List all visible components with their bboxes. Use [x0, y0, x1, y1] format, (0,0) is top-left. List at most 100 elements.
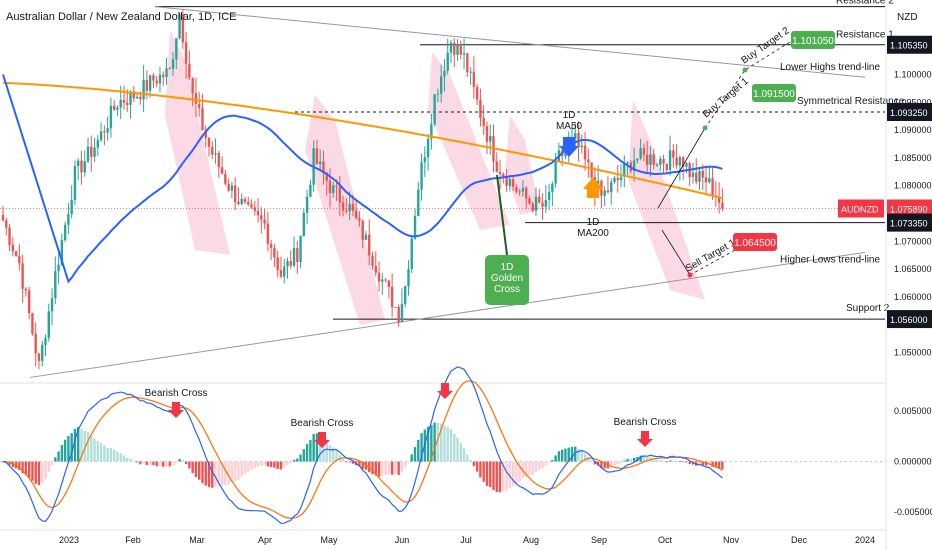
histogram-bar: [18, 461, 21, 470]
histogram-bar: [668, 460, 672, 462]
candle: [67, 202, 70, 234]
candle: [103, 125, 106, 146]
candle: [371, 251, 374, 270]
candle-body: [80, 160, 83, 173]
candle-body: [44, 337, 47, 345]
candle: [345, 198, 348, 214]
candle-body: [518, 191, 521, 193]
histogram-bar: [283, 461, 286, 468]
candle-body: [145, 80, 149, 91]
histogram-bar: [547, 461, 551, 464]
candle-body: [528, 198, 531, 204]
candle-body: [305, 196, 309, 213]
candle: [426, 134, 430, 171]
candle-body: [695, 172, 698, 182]
histogram-bar: [211, 461, 214, 488]
histogram-bar: [636, 456, 639, 462]
candle-body: [50, 298, 54, 312]
histogram-bar: [112, 449, 116, 462]
candle: [318, 149, 322, 171]
candle-body: [335, 185, 338, 187]
histogram-bar: [489, 461, 492, 488]
histogram-bar: [158, 461, 162, 467]
candle: [436, 88, 440, 103]
histogram-bar: [721, 461, 724, 470]
currency-label[interactable]: NZD: [897, 12, 918, 23]
candle-body: [348, 203, 351, 212]
histogram-bar: [233, 461, 237, 482]
histogram-bar: [711, 461, 714, 467]
histogram-bar: [96, 440, 100, 462]
candle-body: [148, 75, 152, 91]
candle-body: [698, 170, 701, 182]
histogram-bar: [116, 451, 119, 462]
candle-body: [341, 202, 345, 211]
candle-body: [505, 176, 508, 186]
candle-body: [260, 215, 263, 220]
candle: [698, 167, 701, 190]
candle: [600, 179, 603, 208]
candle: [325, 171, 328, 196]
candle-body: [626, 162, 629, 164]
histogram-bar: [698, 461, 701, 466]
candle: [335, 179, 338, 201]
price-badge-text: 1.093250: [890, 108, 928, 118]
histogram-bar: [475, 461, 479, 472]
histogram-bar: [198, 461, 201, 480]
histogram-bar: [21, 461, 24, 474]
lower-highs-trendline: [154, 6, 866, 78]
sell-projection-arrow: [661, 229, 691, 276]
candle: [632, 147, 636, 182]
time-tick-label: Aug: [523, 535, 539, 545]
histogram-bar: [126, 457, 129, 462]
candle-body: [126, 102, 129, 105]
candle: [695, 158, 698, 185]
candle-body: [426, 138, 430, 158]
histogram-bar: [358, 461, 361, 467]
higher-lows-trendline: [29, 251, 866, 378]
candle-body: [525, 187, 528, 199]
candle-body: [338, 186, 342, 203]
candle-body: [24, 288, 28, 291]
candle-body: [191, 77, 194, 94]
symmetrical-resistance-label: Symmetrical Resistance: [797, 96, 905, 107]
histogram-bar: [560, 449, 564, 462]
candle: [368, 219, 371, 266]
candle: [525, 186, 528, 210]
price-tick-label: 1.060000: [894, 292, 932, 302]
histogram-bar: [410, 454, 413, 462]
bearish-channel: [428, 52, 510, 230]
price-tick-label: 1.100000: [894, 69, 932, 79]
candle-body: [453, 42, 456, 55]
price-badge-text: 1.073350: [890, 219, 928, 229]
candle: [394, 306, 397, 308]
candle: [613, 175, 616, 184]
candle: [240, 193, 243, 206]
candle-body: [181, 14, 185, 43]
candle: [175, 38, 178, 69]
candle-body: [155, 80, 158, 84]
candle-body: [436, 93, 440, 95]
candle: [237, 187, 240, 206]
candle-body: [590, 162, 593, 178]
candle: [198, 92, 201, 117]
candle-body: [214, 153, 217, 155]
candle-body: [119, 99, 122, 108]
candle-body: [318, 161, 322, 165]
candle: [423, 146, 427, 177]
candle: [47, 303, 50, 342]
candle: [283, 258, 286, 284]
golden-cross-text: 1D Golden Cross: [491, 262, 523, 295]
candle-body: [433, 94, 436, 125]
candle-body: [207, 137, 211, 147]
histogram-bar: [554, 455, 557, 462]
candle: [364, 231, 368, 240]
symbol-badge-box: [838, 199, 884, 218]
candle-body: [368, 234, 371, 256]
candle-body: [129, 91, 132, 105]
histogram-bar: [639, 455, 642, 462]
time-tick-label: Jun: [395, 535, 410, 545]
candle-body: [106, 128, 109, 133]
histogram-bar: [603, 461, 606, 469]
candle-body: [332, 185, 335, 193]
